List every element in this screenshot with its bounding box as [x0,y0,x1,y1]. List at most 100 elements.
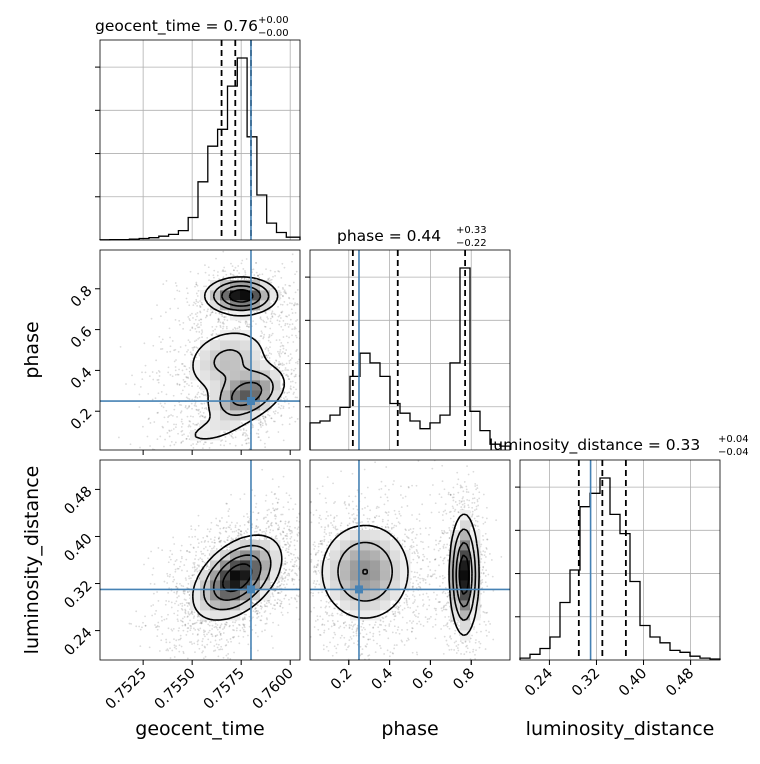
sample-point [257,429,259,431]
sample-point [283,345,285,347]
sample-point [203,634,205,636]
sample-point [130,623,132,625]
sample-point [187,591,189,593]
sample-point [236,270,238,272]
sample-point [198,413,200,415]
sample-point [152,379,154,381]
sample-point [292,381,294,383]
sample-point [235,445,237,447]
sample-point [270,353,272,355]
sample-point [294,326,296,328]
sample-point [180,431,182,433]
sample-point [187,631,189,633]
sample-point [176,559,178,561]
sample-point [193,628,195,630]
sample-point [210,538,212,540]
sample-point [189,620,191,622]
sample-point [283,568,285,570]
sample-point [181,545,183,547]
sample-point [202,561,204,563]
sample-point [282,287,284,289]
sample-point [172,581,174,583]
sample-point [209,531,211,533]
sample-point [157,547,159,549]
sample-point [167,592,169,594]
sample-point [220,321,222,323]
sample-point [303,496,305,498]
sample-point [296,601,298,603]
sample-point [186,351,188,353]
sample-point [201,333,203,335]
sample-point [294,561,296,563]
sample-point [170,657,172,659]
sample-point [275,359,277,361]
sample-point [291,373,293,375]
sample-point [140,386,142,388]
sample-point [171,630,173,632]
sample-point [185,577,187,579]
sample-point [152,345,154,347]
sample-point [219,541,221,543]
sample-point [245,435,247,437]
sample-point [201,403,203,405]
sample-point [301,553,303,555]
sample-point [247,644,249,646]
sample-point [232,265,234,267]
sample-point [290,388,292,390]
sample-point [274,599,276,601]
sample-point [190,528,192,530]
sample-point [268,669,270,671]
sample-point [188,613,190,615]
sample-point [280,326,282,328]
sample-point [192,567,194,569]
sample-point [197,423,199,425]
sample-point [296,565,298,567]
density-cell [240,370,250,380]
sample-point [173,613,175,615]
sample-point [260,424,262,426]
sample-point [138,406,140,408]
sample-point [219,627,221,629]
sample-point [232,629,234,631]
sample-point [255,503,257,505]
sample-point [312,380,314,382]
sample-point [252,511,254,513]
density-cell [270,550,280,560]
sample-point [243,428,245,430]
sample-point [152,399,154,401]
sample-point [143,564,145,566]
sample-point [201,621,203,623]
sample-point [303,488,305,490]
sample-point [289,302,291,304]
sample-point [284,369,286,371]
sample-point [236,630,238,632]
sample-point [207,623,209,625]
sample-point [146,465,148,467]
sample-point [280,521,282,523]
sample-point [150,583,152,585]
sample-point [310,543,312,545]
sample-point [187,316,189,318]
sample-point [322,386,324,388]
sample-point [287,323,289,325]
sample-point [291,308,293,310]
sample-point [313,331,315,333]
sample-point [195,319,197,321]
density-cell [260,540,270,550]
sample-point [220,540,222,542]
sample-point [269,334,271,336]
sample-point [212,333,214,335]
sample-point [237,278,239,280]
sample-point [266,522,268,524]
sample-point [301,575,303,577]
sample-point [261,531,263,533]
sample-point [307,555,309,557]
sample-point [194,566,196,568]
sample-point [232,621,234,623]
sample-point [257,610,259,612]
sample-point [324,368,326,370]
sample-point [190,415,192,417]
sample-point [239,630,241,632]
sample-point [162,339,164,341]
sample-point [277,351,279,353]
